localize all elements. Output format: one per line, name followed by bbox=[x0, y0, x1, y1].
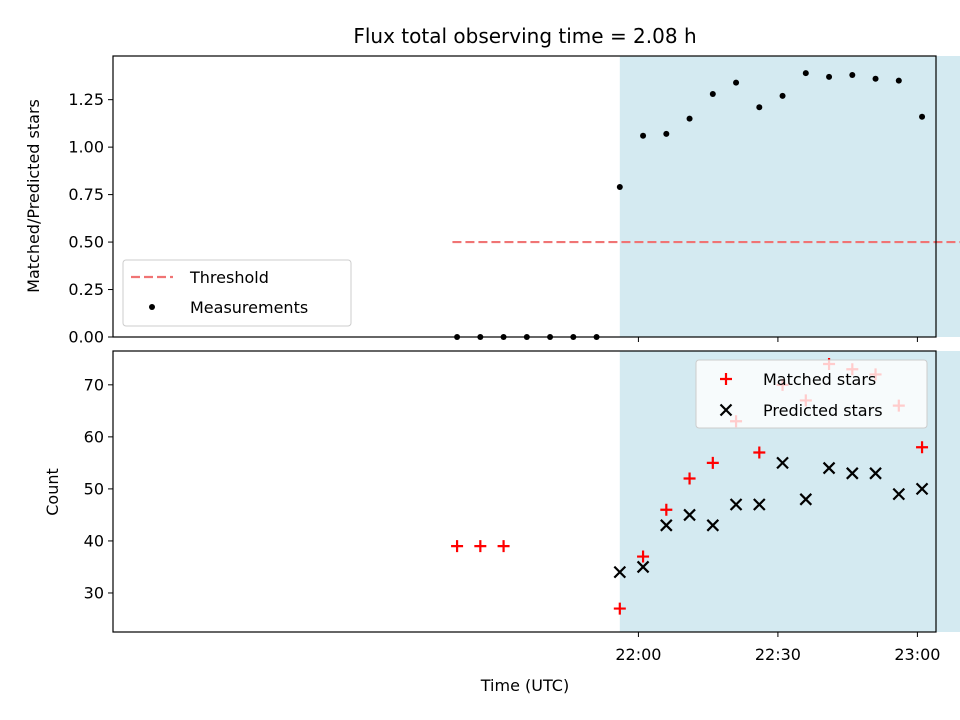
predicted-star-point bbox=[729, 498, 743, 511]
x-axis-label: Time (UTC) bbox=[480, 676, 569, 695]
top-y-axis-label: Matched/Predicted stars bbox=[24, 99, 43, 293]
predicted-star-point bbox=[869, 467, 882, 480]
predicted-star-point bbox=[636, 560, 650, 574]
predicted-star-point bbox=[613, 565, 627, 579]
measurement-point bbox=[895, 77, 902, 84]
matched-star-point bbox=[660, 503, 673, 516]
matched-star-point bbox=[637, 550, 650, 563]
top-chart-panel: 0.00 0.25 0.50 0.75 1.00 1.25 Threshold Measure… bbox=[68, 55, 960, 347]
measurement-point bbox=[802, 70, 809, 77]
top-y-tick-label: 0.50 bbox=[68, 233, 104, 252]
predicted-star-point bbox=[706, 519, 720, 532]
measurement-point bbox=[663, 130, 670, 137]
predicted-star-point bbox=[753, 498, 766, 511]
measurement-point bbox=[779, 92, 786, 99]
bottom-y-tick-label: 70 bbox=[84, 375, 104, 394]
top-y-tick-label: 0.75 bbox=[68, 185, 104, 204]
predicted-star-point bbox=[799, 493, 813, 506]
top-y-tick-label: 0.00 bbox=[68, 328, 104, 347]
bottom-y-tick-label: 60 bbox=[84, 427, 104, 446]
measurement-point bbox=[616, 184, 623, 191]
bottom-x-tick-label: 22:30 bbox=[755, 645, 801, 664]
matched-star-point bbox=[683, 472, 696, 485]
legend-predicted-label: Predicted stars bbox=[763, 401, 883, 420]
measurements-series bbox=[454, 70, 926, 340]
legend-measurements-swatch bbox=[149, 304, 155, 310]
matched-star-point bbox=[753, 446, 766, 459]
measurement-point bbox=[919, 113, 926, 120]
measurement-point bbox=[756, 104, 763, 111]
measurement-point bbox=[872, 75, 879, 82]
predicted-star-point bbox=[660, 519, 673, 532]
predicted-stars-series bbox=[613, 456, 929, 579]
bottom-x-tick-label: 22:00 bbox=[615, 645, 661, 664]
bottom-legend-box bbox=[695, 359, 928, 429]
measurement-point bbox=[849, 71, 856, 78]
bottom-chart-panel: 304050607022:0022:3023:0023:3000:00Match… bbox=[84, 350, 960, 664]
bottom-y-tick-label: 50 bbox=[84, 479, 104, 498]
matched-star-point bbox=[706, 456, 719, 469]
measurement-point bbox=[826, 73, 833, 80]
predicted-star-point bbox=[683, 508, 696, 522]
predicted-star-point bbox=[915, 482, 929, 496]
matched-star-point bbox=[474, 540, 487, 553]
top-legend-box bbox=[122, 259, 352, 327]
legend-threshold-label: Threshold bbox=[189, 268, 269, 287]
bottom-legend: Matched stars Predicted stars bbox=[695, 359, 928, 429]
predicted-star-point bbox=[822, 461, 836, 475]
top-observing-window bbox=[619, 56, 960, 337]
top-chart-title: Flux total observing time = 2.08 h bbox=[353, 24, 696, 48]
measurement-point bbox=[686, 115, 693, 122]
top-y-tick-label: 0.25 bbox=[68, 280, 104, 299]
measurement-point bbox=[733, 79, 740, 86]
bottom-y-tick-label: 40 bbox=[84, 531, 104, 550]
legend-matched-swatch bbox=[720, 373, 732, 385]
legend-predicted-swatch bbox=[719, 403, 733, 417]
legend-measurements-label: Measurements bbox=[190, 298, 308, 317]
bottom-axes-frame bbox=[112, 350, 937, 633]
measurement-point bbox=[709, 90, 716, 97]
bottom-x-tick-label: 23:00 bbox=[894, 645, 940, 664]
matched-star-point bbox=[613, 602, 626, 615]
matched-star-point bbox=[497, 540, 510, 553]
matched-star-point bbox=[916, 441, 929, 454]
matched-star-point bbox=[451, 540, 464, 553]
top-y-tick-label: 1.00 bbox=[68, 138, 104, 157]
bottom-y-axis-label: Count bbox=[43, 468, 62, 516]
legend-matched-label: Matched stars bbox=[763, 370, 876, 389]
top-legend: Threshold Measurements bbox=[122, 259, 352, 327]
predicted-star-point bbox=[776, 456, 789, 470]
predicted-star-point bbox=[846, 467, 859, 480]
predicted-star-point bbox=[892, 487, 906, 501]
measurement-point bbox=[640, 132, 647, 139]
bottom-y-tick-label: 30 bbox=[84, 583, 104, 602]
top-y-tick-label: 1.25 bbox=[68, 90, 104, 109]
top-axes-frame bbox=[112, 55, 937, 338]
